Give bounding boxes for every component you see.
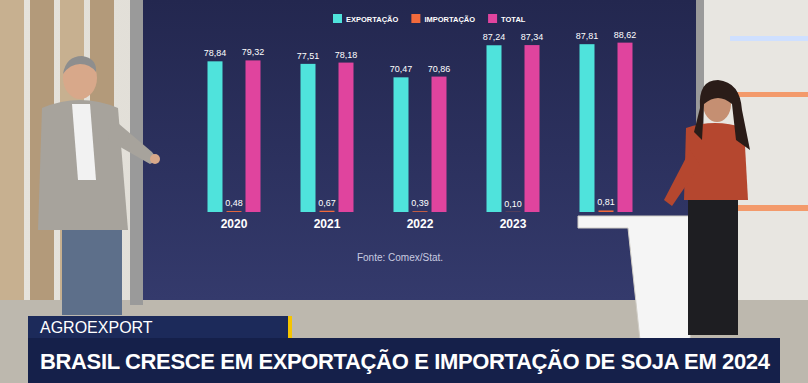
legend-swatch <box>411 14 420 23</box>
presenter-woman <box>664 80 750 335</box>
data-label: 0,67 <box>318 198 336 208</box>
bar <box>413 211 428 212</box>
tag-box <box>28 316 290 338</box>
x-tick-label: 2022 <box>407 217 434 231</box>
data-label: 79,32 <box>242 47 265 57</box>
tag-accent <box>288 316 292 338</box>
legend-swatch <box>488 14 497 23</box>
bar <box>580 44 595 212</box>
lower-third: AGROEXPORT BRASIL CRESCE EM EXPORTAÇÃO E … <box>28 316 780 383</box>
legend-label: IMPORTAÇÃO <box>424 15 475 24</box>
data-label: 0,39 <box>411 198 429 208</box>
studio-wall <box>0 0 808 383</box>
bar <box>320 211 335 212</box>
man-head <box>63 57 97 99</box>
root: 78,84 77,51 70,47 87,24 87,81 0,48 0,67 0,39 0,1… <box>0 0 808 383</box>
data-label: 78,84 <box>204 48 227 58</box>
bar <box>618 43 633 212</box>
bar <box>246 60 261 212</box>
x-tick-label: 2020 <box>221 217 248 231</box>
bar <box>487 45 502 212</box>
legend-label: EXPORTAÇÃO <box>346 15 399 24</box>
screen <box>143 0 696 300</box>
banner-title: BRASIL CRESCE EM EXPORTAÇÃO E IMPORTAÇÃO… <box>40 349 771 374</box>
legend: EXPORTAÇÃO IMPORTAÇÃO TOTAL <box>333 14 526 24</box>
bar <box>394 77 409 212</box>
man-jacket <box>38 100 128 230</box>
source-note: Fonte: Comex/Stat. <box>357 252 443 263</box>
bar <box>432 77 447 212</box>
data-label: 70,47 <box>390 64 413 74</box>
data-label: 77,51 <box>297 51 320 61</box>
man-shirt <box>72 104 96 180</box>
bars <box>208 43 633 212</box>
man-hand <box>150 154 160 164</box>
title-box <box>28 338 780 383</box>
legend-swatch <box>333 14 342 23</box>
legend-label: TOTAL <box>501 15 526 24</box>
bar <box>599 210 614 212</box>
bar <box>227 211 242 212</box>
chart: 78,84 77,51 70,47 87,24 87,81 0,48 0,67 0,39 0,1… <box>204 14 637 263</box>
data-label: 0,48 <box>225 198 243 208</box>
woman-hair <box>694 80 750 150</box>
man-hair <box>63 56 96 74</box>
data-label: 0,81 <box>597 197 615 207</box>
x-tick-label: 2021 <box>314 217 341 231</box>
data-label: 87,81 <box>576 31 599 41</box>
bar <box>525 45 540 212</box>
bar <box>301 64 316 212</box>
scene: 78,84 77,51 70,47 87,24 87,81 0,48 0,67 0,39 0,1… <box>0 0 808 383</box>
presenter-man <box>38 56 160 315</box>
bar <box>208 61 223 212</box>
data-label: 87,24 <box>483 32 506 42</box>
woman-pants <box>688 195 738 335</box>
man-legs <box>62 220 122 315</box>
light-strip <box>730 36 808 41</box>
data-label: 88,62 <box>614 30 637 40</box>
banner-tag: AGROEXPORT <box>40 319 153 336</box>
bar <box>339 63 354 212</box>
light-strip <box>730 205 808 211</box>
data-label: 70,86 <box>428 64 451 74</box>
x-tick-label: 2023 <box>500 217 527 231</box>
light-strip <box>730 92 808 97</box>
wood-panel <box>0 0 24 300</box>
data-label: 87,34 <box>521 32 544 42</box>
data-label: 0,10 <box>504 199 522 209</box>
bar <box>506 211 521 212</box>
woman-arm <box>664 150 700 206</box>
data-label: 78,18 <box>335 50 358 60</box>
